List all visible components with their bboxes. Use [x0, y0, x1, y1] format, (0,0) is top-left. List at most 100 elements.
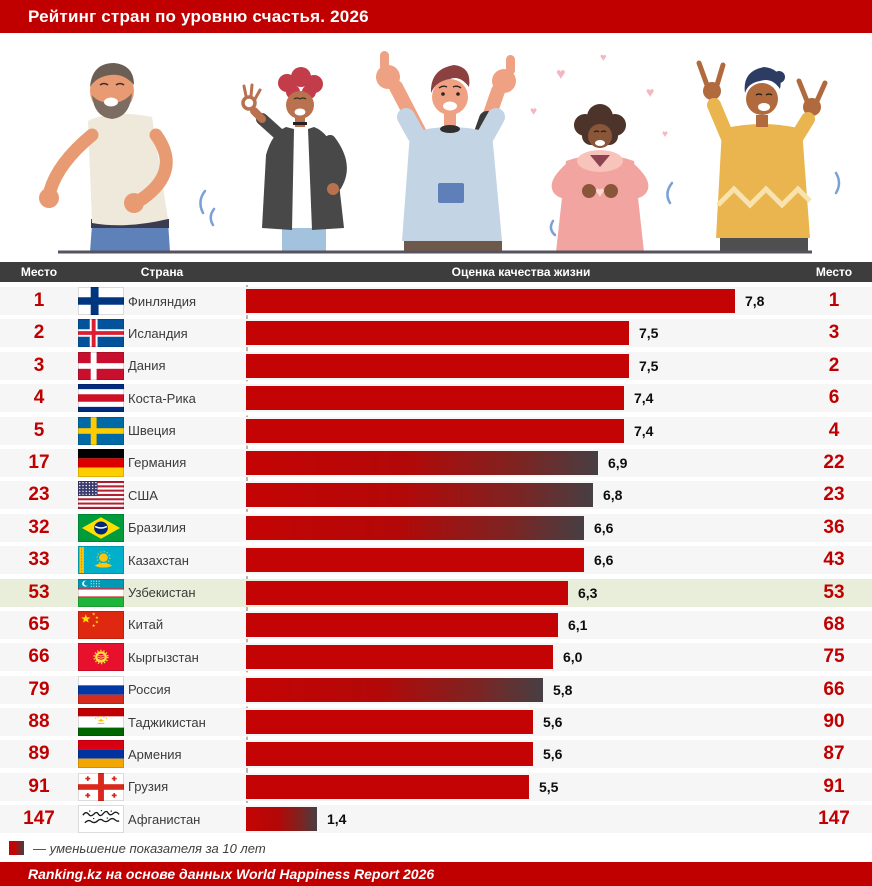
table-row: 4 Коста-Рика 7,4 6	[0, 384, 872, 413]
rank-right: 75	[823, 646, 845, 668]
score-bar	[246, 483, 593, 508]
score-bar-area: 7,4	[246, 384, 796, 412]
score-value: 5,6	[543, 746, 563, 763]
rank-left: 89	[28, 743, 50, 765]
rank-right: 66	[823, 678, 845, 700]
rank-right: 3	[828, 322, 840, 344]
score-bar-area: 5,6	[246, 740, 796, 768]
table-row: 17 Германия 6,9 22	[0, 448, 872, 477]
score-value: 6,6	[594, 519, 614, 536]
source-credit: Ranking.kz на основе данных World Happin…	[28, 866, 435, 882]
rank-left: 66	[28, 646, 50, 668]
kz-flag-icon	[78, 546, 128, 575]
table-row: 23 США 6,8 23	[0, 481, 872, 510]
country-name: Афганистан	[128, 811, 201, 827]
score-bar	[246, 515, 584, 540]
header-place-left: Место	[20, 265, 58, 279]
svg-text:♥: ♥	[596, 184, 605, 201]
table-row: 147 Афганистан 1,4 147	[0, 805, 872, 834]
country-name: Россия	[128, 682, 171, 698]
country-name: Грузия	[128, 779, 169, 795]
rank-right: 43	[823, 549, 845, 571]
rank-left: 53	[28, 581, 50, 603]
score-value: 5,6	[543, 714, 563, 731]
score-value: 5,8	[553, 681, 573, 698]
header-country: Страна	[140, 265, 184, 279]
header-score: Оценка качества жизни	[451, 265, 591, 279]
score-bar	[246, 742, 533, 767]
score-value: 1,4	[327, 811, 347, 828]
dk-flag-icon	[78, 351, 128, 380]
rank-right: 91	[823, 775, 845, 797]
rank-right: 22	[823, 451, 845, 473]
country-name: Узбекистан	[128, 585, 196, 601]
rank-left: 23	[28, 484, 50, 506]
us-flag-icon	[78, 481, 128, 510]
motion-dashes	[199, 171, 841, 237]
country-name: Таджикистан	[128, 714, 206, 730]
country-name: Дания	[128, 358, 166, 374]
country-name: Бразилия	[128, 520, 186, 536]
score-bar	[246, 580, 568, 605]
tj-flag-icon	[78, 708, 128, 737]
figure-ok-woman	[241, 67, 347, 252]
rank-left: 4	[33, 387, 45, 409]
table-row: 2 Исландия 7,5 3	[0, 319, 872, 348]
rank-left: 1	[33, 290, 45, 311]
rank-left: 17	[28, 451, 50, 473]
score-bar-area: 6,1	[246, 611, 796, 639]
am-flag-icon	[78, 740, 128, 769]
score-bar-area: 6,8	[246, 481, 796, 509]
rank-left: 32	[28, 516, 50, 538]
score-bar	[246, 386, 624, 411]
ru-flag-icon	[78, 675, 128, 704]
rank-left: 65	[28, 613, 50, 635]
score-bar	[246, 289, 735, 313]
score-bar-area: 6,6	[246, 514, 796, 542]
score-bar	[246, 774, 529, 799]
svg-text:♥: ♥	[600, 52, 607, 64]
score-value: 7,5	[639, 325, 659, 342]
rows: 1 Финляндия 7,8 1 2 Исландия 7,5 3 3 Дания 7,5 2 4 Ко…	[0, 285, 872, 834]
cn-flag-icon	[78, 610, 128, 639]
table-row: 88 Таджикистан 5,6 90	[0, 708, 872, 737]
cr-flag-icon	[78, 384, 128, 413]
rank-right: 87	[823, 743, 845, 765]
country-name: Казахстан	[128, 552, 189, 568]
score-bar-area: 5,5	[246, 773, 796, 801]
score-bar-area: 6,3	[246, 579, 796, 607]
table-header: Место Страна Оценка качества жизни Место	[0, 262, 872, 282]
table-row: 66 Кыргызстан 6,0 75	[0, 643, 872, 672]
legend-label: — уменьшение показателя за 10 лет	[33, 840, 266, 856]
country-name: Коста-Рика	[128, 390, 196, 406]
kg-flag-icon	[78, 643, 128, 672]
country-name: Германия	[128, 455, 187, 471]
is-flag-icon	[78, 319, 128, 348]
legend: — уменьшение показателя за 10 лет	[9, 840, 872, 856]
table-row: 65 Китай 6,1 68	[0, 610, 872, 639]
rank-left: 3	[33, 354, 45, 376]
rank-right: 53	[823, 581, 845, 603]
country-name: Финляндия	[128, 293, 197, 309]
score-value: 6,6	[594, 552, 614, 569]
score-bar	[246, 321, 629, 346]
score-bar	[246, 677, 543, 702]
score-value: 6,3	[578, 584, 598, 601]
score-value: 7,8	[745, 293, 765, 309]
figure-heart-woman: ♥ ♥ ♥ ♥ ♥ ♥	[530, 52, 668, 252]
score-bar-area: 6,0	[246, 643, 796, 671]
score-bar-area: 7,5	[246, 352, 796, 380]
illustration-svg: ♥ ♥ ♥ ♥ ♥ ♥	[39, 51, 841, 254]
score-value: 6,1	[568, 616, 588, 633]
score-bar-area: 6,6	[246, 546, 796, 574]
score-bar-area: 5,6	[246, 708, 796, 736]
score-bar	[246, 710, 533, 735]
figure-thumbs-up-man	[376, 51, 516, 252]
score-bar-area: 7,5	[246, 319, 796, 347]
table-row: 53 Узбекистан 6,3 53	[0, 578, 872, 607]
table-row: 3 Дания 7,5 2	[0, 351, 872, 380]
svg-text:♥: ♥	[556, 66, 566, 83]
rank-left: 5	[33, 419, 45, 441]
table-row: 91 Грузия 5,5 91	[0, 772, 872, 801]
af-flag-icon	[78, 805, 128, 834]
